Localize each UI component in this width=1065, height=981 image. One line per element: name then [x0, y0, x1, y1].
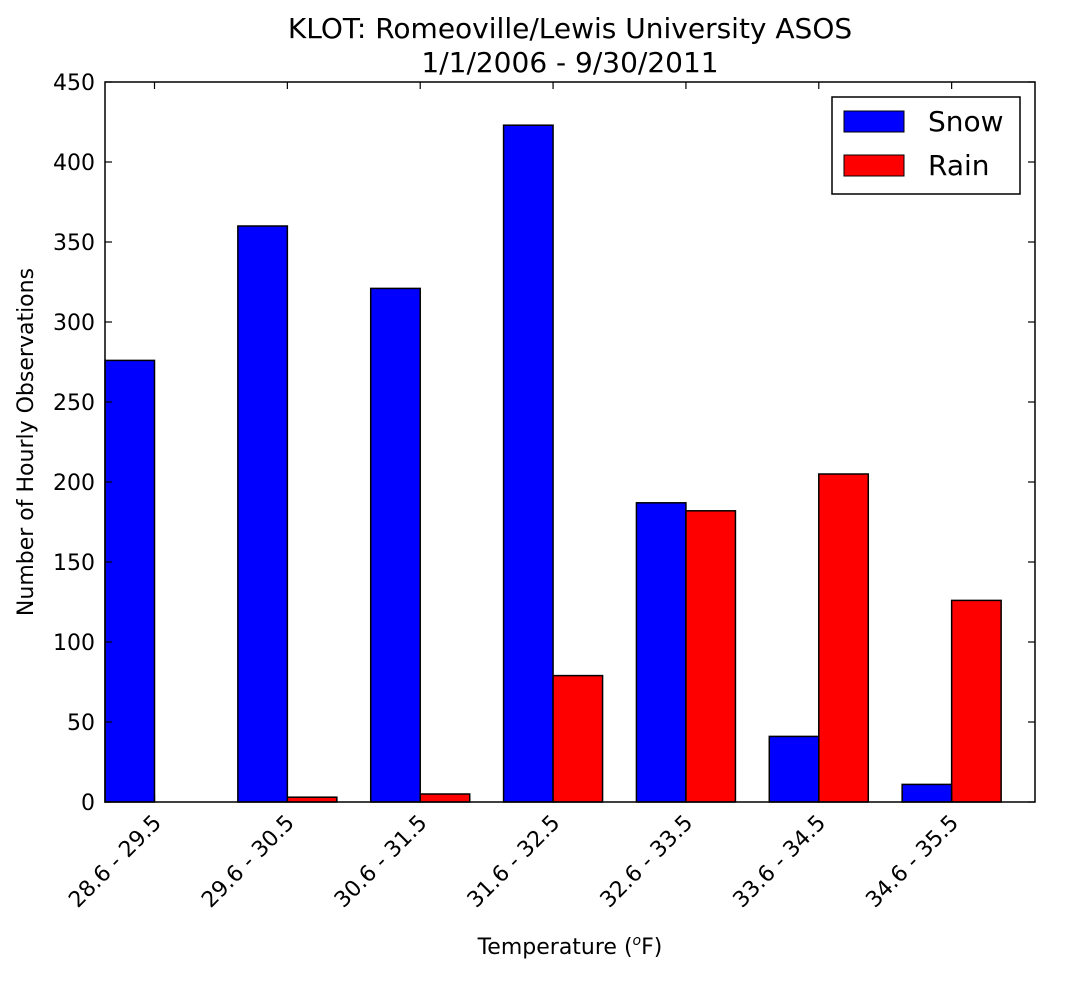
x-tick-label-3: 31.6 - 32.5 — [463, 811, 565, 913]
bars-group — [104, 124, 1002, 803]
bar-snow-6 — [901, 783, 953, 803]
x-tick-label-2: 30.6 - 31.5 — [330, 811, 432, 913]
x-axis-label-unit: F) — [641, 935, 662, 960]
y-tick-label-1: 50 — [67, 711, 95, 736]
y-tick-label-8: 400 — [53, 151, 95, 176]
bar-rain-3 — [552, 674, 604, 803]
bar-snow-0 — [104, 359, 156, 803]
x-axis-label-degree: o — [633, 933, 642, 949]
bar-snow-1 — [237, 225, 289, 803]
bar-rain-6 — [950, 599, 1002, 803]
x-tick-label-5: 33.6 - 34.5 — [729, 811, 831, 913]
bar-snow-3 — [502, 124, 554, 803]
y-tick-label-4: 200 — [53, 471, 95, 496]
x-tick-label-6: 34.6 - 35.5 — [861, 811, 963, 913]
y-tick-label-7: 350 — [53, 231, 95, 256]
y-tick-label-0: 0 — [81, 791, 95, 816]
legend: Snow Rain — [831, 96, 1021, 195]
y-tick-label-5: 250 — [53, 391, 95, 416]
y-tick-label-6: 300 — [53, 311, 95, 336]
y-axis: 0 50 100 150 200 250 300 350 400 450 — [53, 71, 1035, 816]
y-tick-label-3: 150 — [53, 551, 95, 576]
bar-snow-4 — [635, 502, 687, 803]
legend-label-snow: Snow — [928, 105, 1004, 138]
legend-swatch-rain — [843, 154, 905, 177]
chart-subtitle: 1/1/2006 - 9/30/2011 — [421, 46, 718, 79]
bar-rain-5 — [818, 473, 870, 803]
x-tick-label-1: 29.6 - 30.5 — [197, 811, 299, 913]
legend-swatch-snow — [843, 110, 905, 133]
bar-rain-4 — [685, 510, 737, 803]
x-axis-label: Temperature (oF) — [477, 933, 663, 960]
plot-frame — [104, 81, 1036, 803]
bar-rain-2 — [419, 793, 471, 803]
y-tick-label-9: 450 — [53, 71, 95, 96]
y-tick-label-2: 100 — [53, 631, 95, 656]
y-axis-label: Number of Hourly Observations — [14, 268, 39, 616]
legend-label-rain: Rain — [928, 149, 990, 182]
chart-title: KLOT: Romeoville/Lewis University ASOS — [288, 12, 852, 45]
x-tick-label-0: 28.6 - 29.5 — [64, 811, 166, 913]
bar-snow-5 — [768, 735, 820, 803]
bar-snow-2 — [369, 287, 421, 803]
x-tick-label-4: 32.6 - 33.5 — [596, 811, 698, 913]
x-axis-label-main: Temperature ( — [477, 935, 633, 960]
